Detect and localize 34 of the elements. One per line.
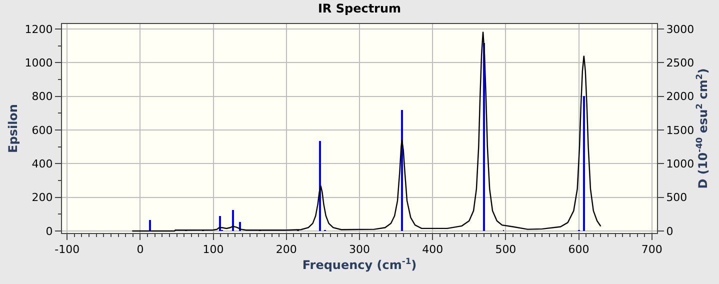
- line-series: [132, 31, 602, 232]
- bar: [483, 43, 485, 231]
- x-tick-label: 200: [276, 243, 297, 256]
- y-tick-label: 0: [46, 224, 53, 238]
- y2-tick-label: 1500: [666, 124, 694, 137]
- y-tick-label: 1200: [24, 22, 53, 36]
- y2-tick-label: 1000: [666, 158, 694, 171]
- x-tick-label: 100: [202, 243, 224, 256]
- x-tick-label: -100: [54, 243, 80, 256]
- x-tick-label: 700: [641, 243, 662, 256]
- y-tick-label: 200: [32, 191, 53, 204]
- y2-tick-label: 0: [666, 224, 674, 238]
- y-axis-title: Epsilon: [6, 104, 20, 153]
- bar: [583, 96, 585, 231]
- bar: [219, 216, 221, 231]
- bar: [232, 210, 234, 231]
- chart-title: IR Spectrum: [318, 2, 402, 16]
- y2-tick-label: 3000: [666, 22, 694, 36]
- y2-tick-label: 2500: [666, 56, 694, 70]
- y-tick-label: 400: [32, 158, 53, 171]
- x-tick-label: 0: [136, 243, 144, 256]
- y-tick-label: 1000: [24, 56, 53, 70]
- y2-tick-label: 500: [666, 191, 688, 204]
- x-tick-label: 400: [422, 243, 444, 256]
- x-tick-label: 300: [349, 243, 370, 256]
- x-axis-title: Frequency (cm$^{-1}$): [302, 256, 417, 272]
- bar: [149, 220, 151, 231]
- y-tick-label: 600: [32, 124, 53, 137]
- y-tick-label: 800: [32, 90, 53, 104]
- x-tick-label: 500: [495, 243, 516, 256]
- y2-tick-label: 2000: [666, 90, 694, 104]
- bar: [319, 141, 321, 231]
- bar: [401, 110, 403, 231]
- x-tick-label: 600: [568, 243, 590, 256]
